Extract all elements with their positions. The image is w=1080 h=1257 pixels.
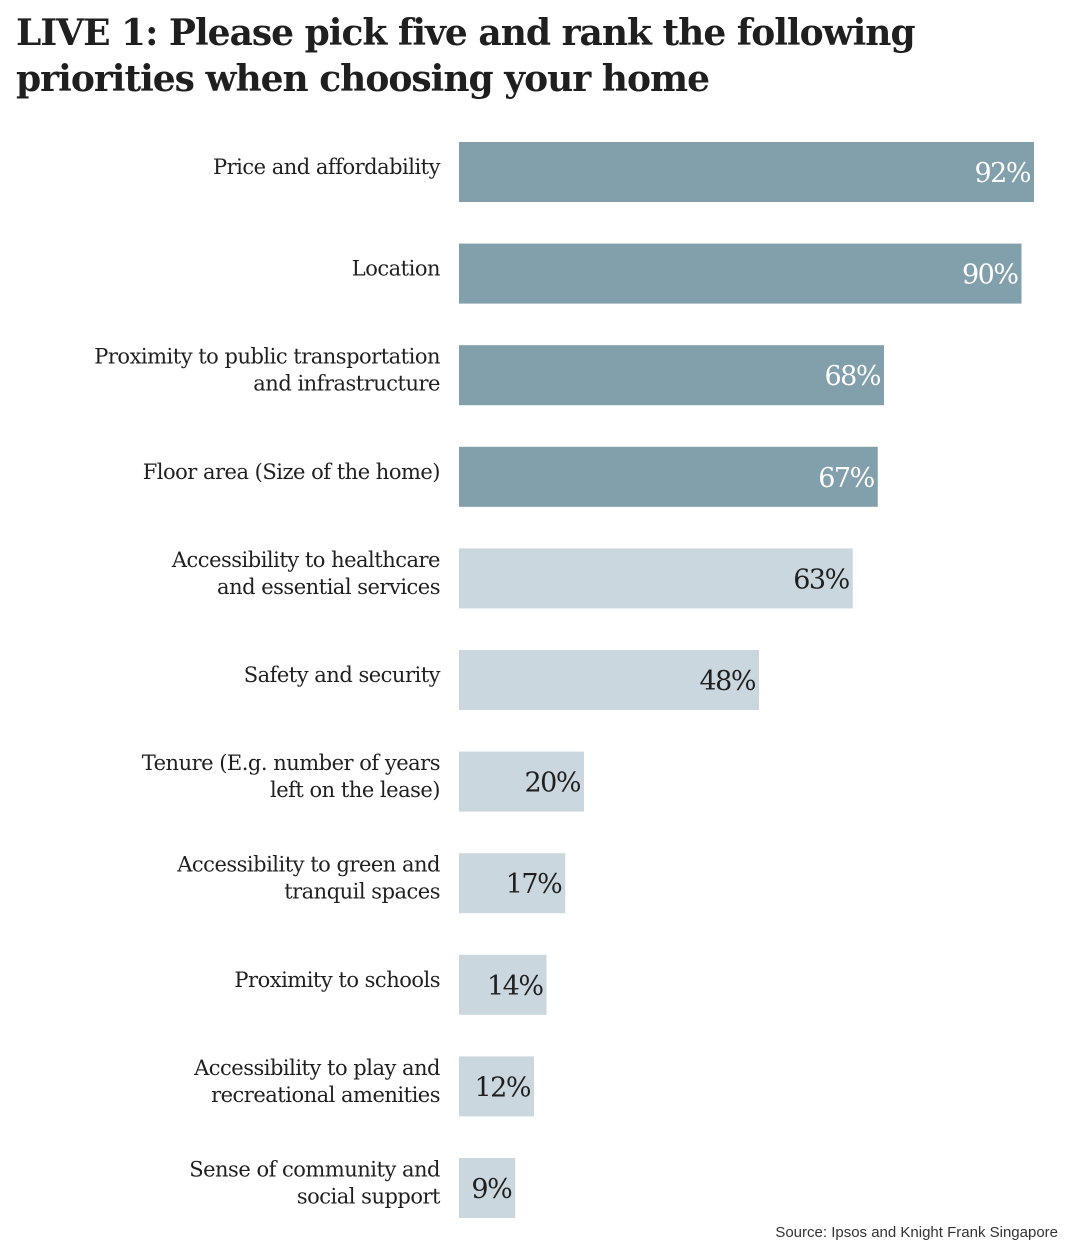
bar: [459, 650, 759, 710]
category-label: Tenure (E.g. number of years: [142, 751, 440, 775]
bar: [459, 446, 878, 507]
bar-row: 14% Proximity to schools: [234, 954, 547, 1015]
bar-row: 90% Location: [352, 243, 1022, 304]
bar-row: 12% Accessibility to play and recreational…: [193, 1056, 534, 1117]
bar-row: 20% Tenure (E.g. number of years left on t…: [142, 751, 584, 812]
value-label: 14%: [487, 971, 543, 1002]
bar-row: 17% Accessibility to green and tranquil sp…: [176, 853, 566, 914]
category-label: Accessibility to play and: [193, 1056, 440, 1080]
category-label: Sense of community and: [189, 1158, 440, 1182]
category-label: Accessibility to healthcare: [171, 548, 440, 572]
category-label: Floor area (Size of the home): [143, 460, 440, 484]
category-label: recreational amenities: [211, 1083, 440, 1107]
value-label: 92%: [974, 158, 1030, 189]
bar: [459, 243, 1022, 304]
source-note: Source: Ipsos and Knight Frank Singapore: [775, 1224, 1058, 1241]
value-label: 63%: [793, 564, 849, 595]
bar-row: 92% Price and affordability: [213, 142, 1034, 202]
bar: [459, 142, 1034, 202]
category-label: and essential services: [217, 575, 440, 599]
category-label: Location: [352, 257, 440, 281]
category-label: left on the lease): [270, 778, 440, 802]
bar: [459, 1158, 516, 1218]
bar: [459, 548, 853, 609]
bar: [459, 751, 584, 812]
bar-row: 67% Floor area (Size of the home): [143, 446, 878, 507]
value-label: 12%: [474, 1072, 530, 1103]
chart-title: LIVE 1: Please pick five and rank the fo…: [16, 12, 916, 100]
category-label: tranquil spaces: [284, 880, 440, 904]
bar-row: 48% Safety and security: [244, 650, 759, 710]
value-label: 68%: [824, 361, 880, 392]
value-label: 67%: [818, 463, 874, 494]
category-label: Price and affordability: [213, 155, 441, 179]
category-label: and infrastructure: [253, 372, 440, 396]
bar: [459, 853, 566, 914]
bar-row: 68% Proximity to public transportation and…: [94, 345, 884, 406]
value-label: 17%: [506, 869, 562, 900]
category-label: Safety and security: [244, 663, 441, 687]
category-label: Accessibility to green and: [176, 853, 440, 877]
bar-row: 9% Sense of community and social support: [189, 1158, 516, 1218]
value-label: 48%: [699, 666, 755, 697]
category-label: Proximity to public transportation: [94, 345, 440, 369]
bar-row: 63% Accessibility to healthcare and essent…: [171, 548, 853, 609]
category-label: social support: [297, 1185, 441, 1209]
value-label: 9%: [471, 1174, 512, 1205]
value-label: 90%: [962, 260, 1018, 291]
bar: [459, 345, 884, 406]
bar: [459, 1056, 534, 1117]
bar: [459, 954, 547, 1015]
value-label: 20%: [524, 768, 580, 799]
category-label: Proximity to schools: [234, 968, 440, 992]
